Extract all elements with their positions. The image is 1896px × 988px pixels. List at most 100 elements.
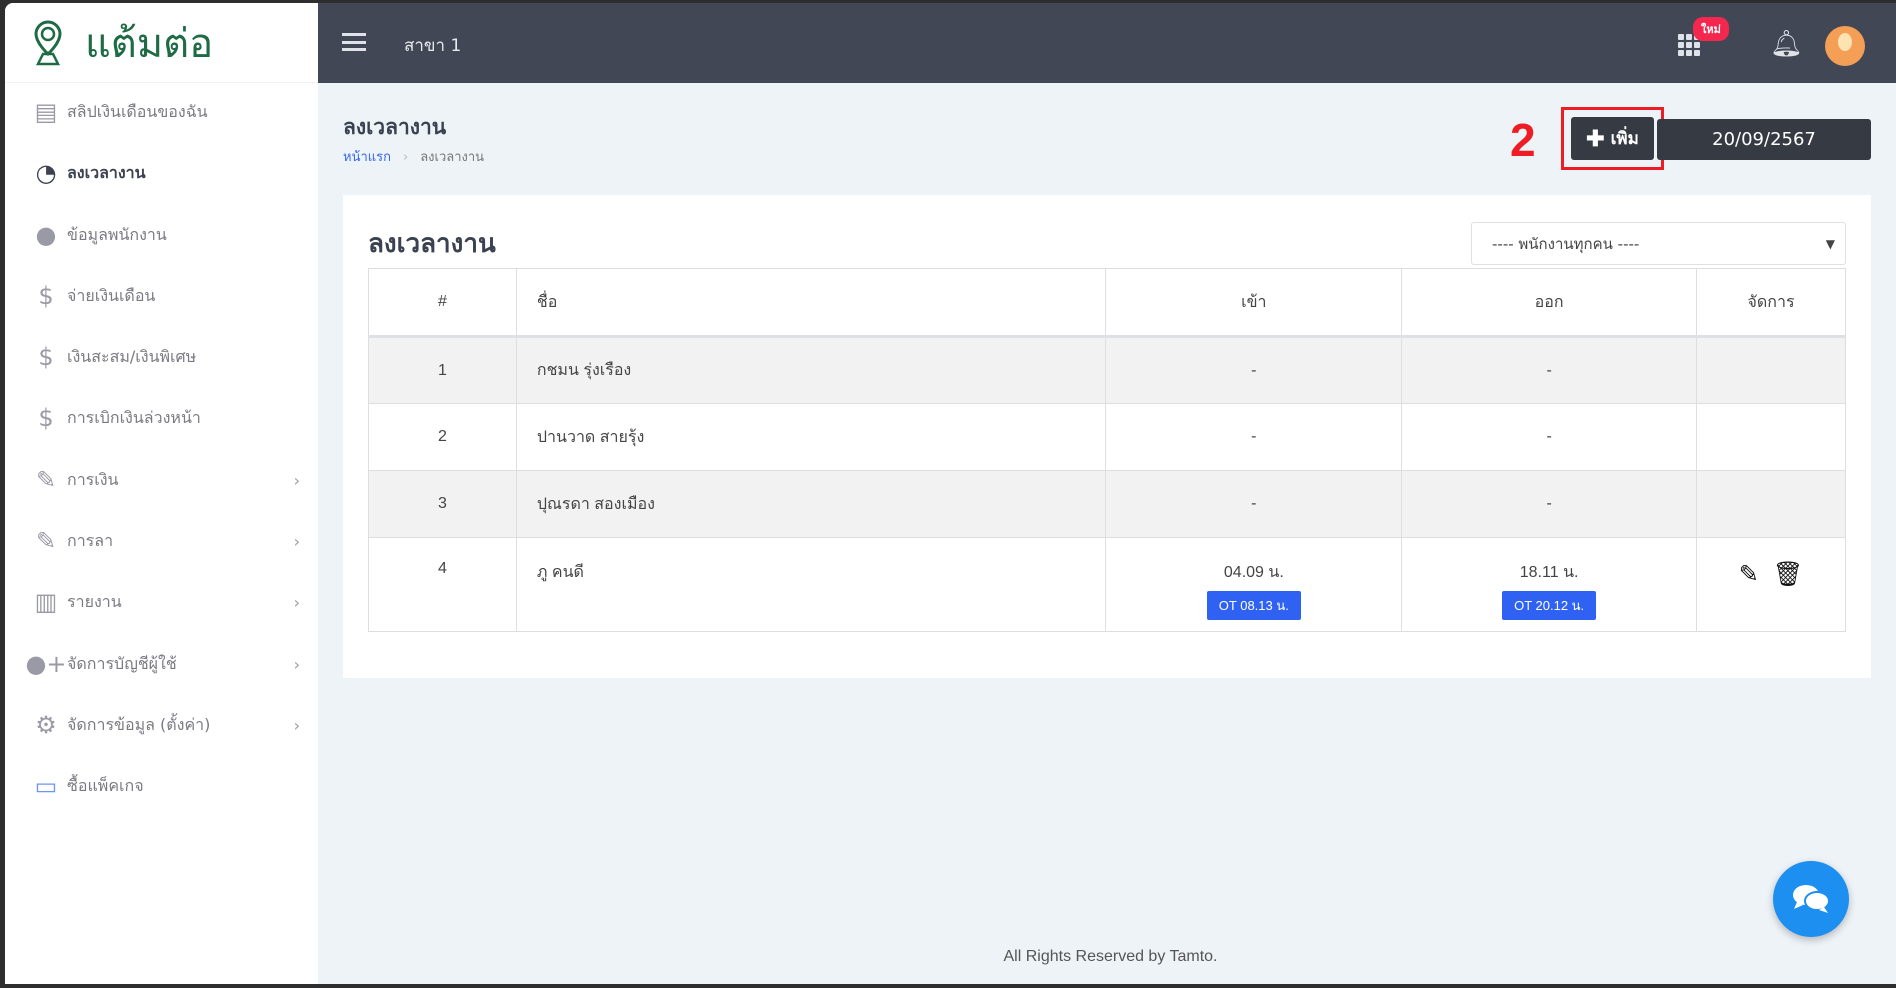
sidebar-item-2[interactable]: ◔ ลงเวลางาน xyxy=(29,153,304,193)
ot-badge: OT 20.12 น. xyxy=(1502,591,1597,620)
gears-icon: ⚙ xyxy=(35,711,57,739)
step-annotation: 2 xyxy=(1510,114,1536,166)
user-plus-icon: ●+ xyxy=(25,650,67,678)
row-out: - xyxy=(1401,336,1698,404)
row-name: ภู คนดี xyxy=(515,537,1107,632)
document-icon: ▤ xyxy=(34,98,58,126)
sidebar-item-9[interactable]: ▥ รายงาน › xyxy=(29,582,304,622)
row-actions xyxy=(1696,470,1846,538)
row-actions xyxy=(1696,336,1846,404)
check-out-time: 18.11 น. xyxy=(1519,564,1579,581)
row-actions xyxy=(1696,403,1846,471)
sidebar-item-5[interactable]: $ เงินสะสม/เงินพิเศษ xyxy=(29,337,304,377)
branch-name[interactable]: สาขา 1 xyxy=(404,36,462,56)
plus-icon: ✚ xyxy=(1586,125,1605,151)
breadcrumb-home[interactable]: หน้าแรก xyxy=(343,150,391,165)
row-in: - xyxy=(1105,403,1403,471)
menu-toggle-icon[interactable] xyxy=(342,33,366,51)
credit-card-icon: ▭ xyxy=(34,772,58,800)
header-no: # xyxy=(368,268,517,338)
chevron-right-icon: › xyxy=(293,470,300,490)
sidebar-item-label: การเบิกเงินล่วงหน้า xyxy=(67,407,201,427)
header-name: ชื่อ xyxy=(515,268,1107,338)
sidebar-item-label: ซื้อแพ็คเกจ xyxy=(67,775,144,795)
sidebar-item-4[interactable]: $ จ่ายเงินเดือน xyxy=(29,276,304,316)
sidebar-item-8[interactable]: ✎ การลา › xyxy=(29,521,304,561)
money-icon: $ xyxy=(38,343,54,371)
add-button[interactable]: ✚ เพิ่ม xyxy=(1571,117,1654,160)
row-no: 2 xyxy=(368,403,517,471)
row-no: 4 xyxy=(368,537,517,632)
row-in: - xyxy=(1105,470,1403,538)
brand-name: แต้มต่อ xyxy=(85,21,214,66)
sidebar-item-label: รายงาน xyxy=(67,591,122,611)
table-row: 4 ภู คนดี 04.09 น. OT 08.13 น. 18.11 น. OT… xyxy=(368,537,1846,632)
header-actions: จัดการ xyxy=(1696,268,1846,338)
row-out: - xyxy=(1401,403,1698,471)
app-window: แต้มต่อ ▤ สลิปเงินเดือนของฉัน ◔ ลงเวลางาน ● ข… xyxy=(5,3,1896,984)
sidebar-item-label: จัดการบัญชีผู้ใช้ xyxy=(67,653,177,673)
chevron-down-icon: ▼ xyxy=(1825,236,1835,251)
clock-icon: ◔ xyxy=(35,159,57,187)
header-in: เข้า xyxy=(1105,268,1403,338)
sidebar-item-7[interactable]: ✎ การเงิน › xyxy=(29,460,304,500)
breadcrumb-current: ลงเวลางาน xyxy=(420,150,485,165)
chevron-right-icon: › xyxy=(293,715,300,735)
date-picker[interactable]: 20/09/2567 xyxy=(1657,119,1871,160)
sidebar-item-12[interactable]: ▭ ซื้อแพ็คเกจ xyxy=(29,766,304,806)
sidebar-item-1[interactable]: ▤ สลิปเงินเดือนของฉัน xyxy=(29,92,304,132)
sidebar-item-label: จัดการข้อมูล (ตั้งค่า) xyxy=(67,714,211,734)
page-title: ลงเวลางาน xyxy=(343,115,447,139)
edit-icon: ✎ xyxy=(35,466,57,494)
money-icon: $ xyxy=(38,404,54,432)
chevron-right-icon: › xyxy=(403,150,409,165)
map-pin-logo-icon xyxy=(34,19,62,65)
table-row: 3 ปุณรดา สองเมือง - - xyxy=(368,470,1846,538)
edit-icon: ✎ xyxy=(35,527,57,555)
ot-badge: OT 08.13 น. xyxy=(1206,591,1301,620)
trash-icon[interactable]: 🗑︎ xyxy=(1772,561,1804,588)
logo[interactable]: แต้มต่อ xyxy=(5,3,318,83)
row-out: - xyxy=(1401,470,1698,538)
row-out: 18.11 น. OT 20.12 น. xyxy=(1401,537,1698,632)
table-row: 1 กชมน รุ่งเรือง - - xyxy=(368,336,1846,404)
row-no: 1 xyxy=(368,336,517,404)
chat-bubbles-icon xyxy=(1793,885,1830,913)
row-name: กชมน รุ่งเรือง xyxy=(515,336,1107,404)
chevron-right-icon: › xyxy=(293,654,300,674)
card-title: ลงเวลางาน xyxy=(368,229,496,259)
pencil-icon[interactable]: ✎ xyxy=(1738,561,1759,588)
employee-select[interactable]: ---- พนักงานทุกคน ---- ▼ xyxy=(1471,222,1846,265)
row-no: 3 xyxy=(368,470,517,538)
attendance-table: # ชื่อ เข้า ออก จัดการ 1 กชมน รุ่งเรือง - -… xyxy=(368,268,1846,632)
sidebar-item-label: ข้อมูลพนักงาน xyxy=(67,224,167,244)
chevron-right-icon: › xyxy=(293,531,300,551)
sidebar-item-label: ลงเวลางาน xyxy=(67,162,146,182)
chat-button[interactable] xyxy=(1773,861,1849,937)
sidebar-item-label: การเงิน xyxy=(67,469,119,489)
row-in: 04.09 น. OT 08.13 น. xyxy=(1105,537,1403,632)
check-in-time: 04.09 น. xyxy=(1223,564,1284,581)
row-in: - xyxy=(1105,336,1403,404)
chevron-right-icon: › xyxy=(293,592,300,612)
user-icon: ● xyxy=(35,221,57,249)
sidebar-item-label: เงินสะสม/เงินพิเศษ xyxy=(67,346,197,366)
sidebar-item-label: จ่ายเงินเดือน xyxy=(67,285,156,305)
new-badge: ใหม่ xyxy=(1693,17,1729,41)
avatar[interactable] xyxy=(1825,26,1865,66)
row-actions: ✎ 🗑︎ xyxy=(1696,537,1846,632)
topbar: สาขา 1 ใหม่ 🔔︎ xyxy=(318,3,1896,83)
sidebar: แต้มต่อ ▤ สลิปเงินเดือนของฉัน ◔ ลงเวลางาน ● ข… xyxy=(5,3,318,984)
sidebar-item-10[interactable]: ●+ จัดการบัญชีผู้ใช้ › xyxy=(25,644,304,684)
bar-chart-icon: ▥ xyxy=(34,588,58,616)
attendance-card: ลงเวลางาน ---- พนักงานทุกคน ---- ▼ # ชื่อ… xyxy=(343,195,1871,678)
sidebar-item-label: สลิปเงินเดือนของฉัน xyxy=(67,101,208,121)
sidebar-item-3[interactable]: ● ข้อมูลพนักงาน xyxy=(29,215,304,255)
bell-icon[interactable]: 🔔︎ xyxy=(1770,29,1804,59)
table-row: 2 ปานวาด สายรุ้ง - - xyxy=(368,403,1846,471)
sidebar-item-6[interactable]: $ การเบิกเงินล่วงหน้า xyxy=(29,398,304,438)
breadcrumb: หน้าแรก › ลงเวลางาน xyxy=(343,146,484,167)
sidebar-item-11[interactable]: ⚙ จัดการข้อมูล (ตั้งค่า) › xyxy=(29,705,304,745)
money-icon: $ xyxy=(38,282,54,310)
row-name: ปานวาด สายรุ้ง xyxy=(515,403,1107,471)
